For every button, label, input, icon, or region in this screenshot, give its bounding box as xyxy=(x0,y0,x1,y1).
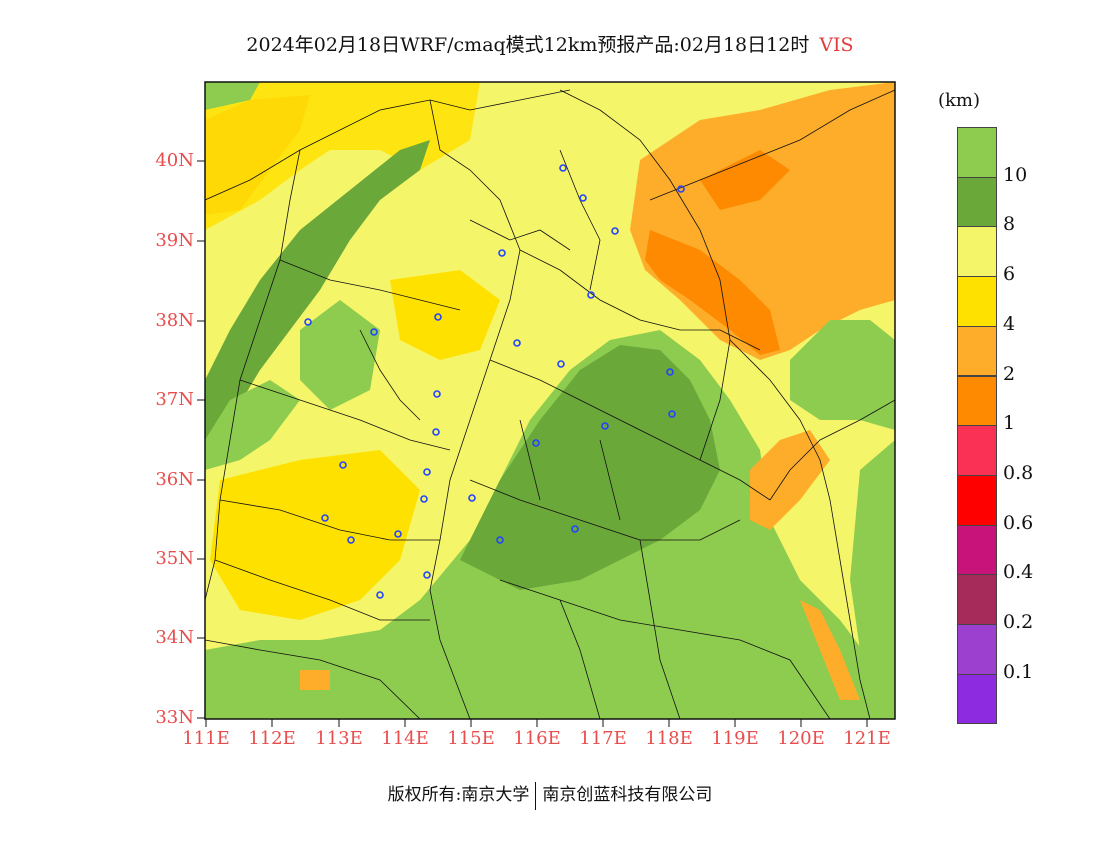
lon-label: 117E xyxy=(579,728,627,749)
lat-label: 35N xyxy=(155,548,194,569)
title-main: 2024年02月18日WRF/cmaq模式12km预报产品:02月18日12时 xyxy=(246,34,810,56)
colorbar-label: 6 xyxy=(1003,263,1016,286)
city-marker xyxy=(304,318,312,326)
city-marker xyxy=(532,439,540,447)
lat-ticks xyxy=(197,160,205,719)
city-marker xyxy=(420,495,428,503)
colorbar-swatch xyxy=(957,474,997,526)
vis-patch-small xyxy=(300,670,330,690)
vis-band-4-6km-center xyxy=(390,270,500,360)
vis-band-gt10km-yellowsea xyxy=(850,440,895,719)
lat-label: 36N xyxy=(155,469,194,490)
lon-label: 115E xyxy=(447,728,495,749)
city-marker xyxy=(321,514,329,522)
colorbar-label: 4 xyxy=(1003,312,1016,335)
lat-label: 40N xyxy=(155,150,194,171)
footer-company: 南京创蓝科技有限公司 xyxy=(542,785,713,805)
vis-band-1-2km xyxy=(645,230,780,355)
lat-label: 37N xyxy=(155,389,194,410)
vis-band-gt10km-shanxi xyxy=(300,300,380,410)
vis-band-4-6km-north xyxy=(205,82,480,230)
colorbar-label: 0.6 xyxy=(1003,511,1034,534)
lon-ticks xyxy=(205,719,868,727)
lat-label: 39N xyxy=(155,230,194,251)
colorbar-swatch xyxy=(957,226,997,278)
colorbar-label: 1 xyxy=(1003,412,1016,435)
colorbar-label: 8 xyxy=(1003,213,1016,236)
city-marker xyxy=(513,339,521,347)
lon-label: 118E xyxy=(645,728,693,749)
lon-label: 111E xyxy=(182,728,230,749)
lon-label: 121E xyxy=(843,728,891,749)
lat-label: 38N xyxy=(155,310,194,331)
city-marker xyxy=(677,185,685,193)
city-marker xyxy=(394,530,402,538)
colorbar-swatch xyxy=(957,524,997,576)
lon-label: 113E xyxy=(315,728,363,749)
vis-band-2-4km-coast-south xyxy=(800,600,860,700)
city-marker xyxy=(423,571,431,579)
colorbar-label: 10 xyxy=(1003,163,1028,186)
city-marker xyxy=(498,249,506,257)
city-marker xyxy=(557,360,565,368)
lon-label: 120E xyxy=(777,728,825,749)
footer-owner: 版权所有:南京大学 xyxy=(387,785,530,805)
vis-band-2-4km-coast xyxy=(750,430,830,530)
city-marker xyxy=(433,390,441,398)
colorbar-label: 0.1 xyxy=(1003,660,1034,683)
city-marker xyxy=(376,591,384,599)
city-marker xyxy=(468,494,476,502)
colorbar-swatch xyxy=(957,375,997,427)
vis-band-1-2km-north xyxy=(700,150,790,210)
vis-band-8-10km-plain xyxy=(460,345,720,590)
lon-label: 114E xyxy=(381,728,429,749)
colorbar-label: 0.2 xyxy=(1003,611,1034,633)
city-marker xyxy=(587,291,595,299)
city-marker xyxy=(611,227,619,235)
vis-band-gt10km-sea xyxy=(790,320,895,430)
map-title: 2024年02月18日WRF/cmaq模式12km预报产品:02月18日12时 V… xyxy=(0,30,1100,57)
lat-label: 34N xyxy=(155,627,194,648)
city-markers xyxy=(304,164,685,599)
city-marker xyxy=(571,525,579,533)
city-marker xyxy=(496,536,504,544)
footer-separator xyxy=(535,781,537,810)
colorbar-swatch xyxy=(957,127,997,178)
footer-copyright: 版权所有:南京大学 南京创蓝科技有限公司 xyxy=(0,780,1100,810)
city-marker xyxy=(370,328,378,336)
colorbar-swatch xyxy=(957,276,997,327)
lon-label: 119E xyxy=(711,728,759,749)
city-marker xyxy=(347,536,355,544)
colorbar-swatch xyxy=(957,624,997,675)
city-marker xyxy=(668,410,676,418)
city-marker xyxy=(579,194,587,202)
city-marker xyxy=(339,461,347,469)
colorbar-label: 2 xyxy=(1003,362,1016,385)
city-marker xyxy=(559,164,567,172)
lon-label: 116E xyxy=(513,728,561,749)
lon-label: 112E xyxy=(248,728,296,749)
city-marker xyxy=(423,468,431,476)
colorbar-unit: (km) xyxy=(938,90,981,111)
city-marker xyxy=(601,422,609,430)
colorbar-label: 0.4 xyxy=(1003,561,1034,584)
colorbar-swatch xyxy=(957,325,997,377)
title-variable: VIS xyxy=(819,34,854,56)
city-marker xyxy=(432,428,440,436)
admin-boundaries xyxy=(205,89,895,719)
vis-band-6-8km-north xyxy=(480,85,660,190)
colorbar-swatch xyxy=(957,574,997,625)
lat-label: 33N xyxy=(155,707,194,728)
vis-band-8-10km-ridge xyxy=(205,140,430,440)
colorbar-label: 0.8 xyxy=(1003,461,1034,484)
city-marker xyxy=(434,313,442,321)
colorbar-swatch xyxy=(957,176,997,228)
colorbar-swatch xyxy=(957,673,997,725)
colorbar-swatch xyxy=(957,425,997,476)
vis-band-gt10km-corner xyxy=(205,82,260,110)
city-marker xyxy=(666,368,674,376)
